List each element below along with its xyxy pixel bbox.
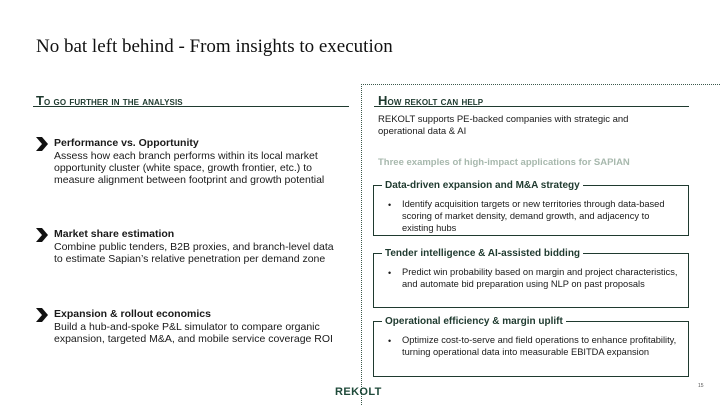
bullet-icon: •: [388, 336, 392, 346]
point-title: Performance vs. Opportunity: [54, 137, 199, 149]
card-title: Data-driven expansion and M&A strategy: [382, 180, 583, 191]
chevron-right-icon: [36, 308, 48, 322]
right-heading-rest: ow rekolt can help: [387, 96, 484, 108]
chevron-right-icon: [36, 137, 48, 151]
left-heading-rest: o go further in the analysis: [44, 96, 183, 108]
left-section-heading: To go further in the analysis: [36, 93, 183, 108]
left-heading-rule: [33, 106, 349, 107]
chevron-right-icon: [36, 228, 48, 242]
left-heading-initial: T: [36, 93, 45, 108]
card-bullet-text: Predict win probability based on margin …: [402, 267, 678, 289]
point-title: Expansion & rollout economics: [54, 308, 211, 320]
bullet-icon: •: [388, 268, 392, 278]
rekolt-logo: REKOLT: [335, 386, 382, 398]
card-title: Operational efficiency & margin uplift: [382, 316, 566, 327]
card-title: Tender intelligence & AI-assisted biddin…: [382, 248, 584, 259]
examples-subtitle: Three examples of high-impact applicatio…: [378, 157, 630, 168]
example-card-efficiency: Operational efficiency & margin uplift •…: [373, 316, 689, 377]
slide-title: No bat left behind - From insights to ex…: [36, 36, 393, 57]
right-panel-frame: [361, 84, 720, 405]
bullet-icon: •: [388, 200, 392, 210]
right-heading-rule: [374, 106, 689, 107]
point-body: Assess how each branch performs within i…: [54, 150, 325, 187]
card-bullet-text: Identify acquisition targets or new terr…: [402, 199, 665, 233]
example-card-tender: Tender intelligence & AI-assisted biddin…: [373, 248, 689, 308]
point-body: Combine public tenders, B2B proxies, and…: [54, 241, 334, 266]
card-bullet-text: Optimize cost-to-serve and field operati…: [402, 335, 677, 357]
point-body: Build a hub-and-spoke P&L simulator to c…: [54, 321, 333, 346]
page-number: 15: [698, 383, 704, 389]
point-title: Market share estimation: [54, 228, 175, 240]
example-card-expansion: Data-driven expansion and M&A strategy •…: [373, 180, 689, 236]
right-heading-initial: H: [378, 93, 388, 108]
intro-text: REKOLT supports PE-backed companies with…: [378, 114, 629, 137]
right-section-heading: How rekolt can help: [378, 93, 483, 108]
